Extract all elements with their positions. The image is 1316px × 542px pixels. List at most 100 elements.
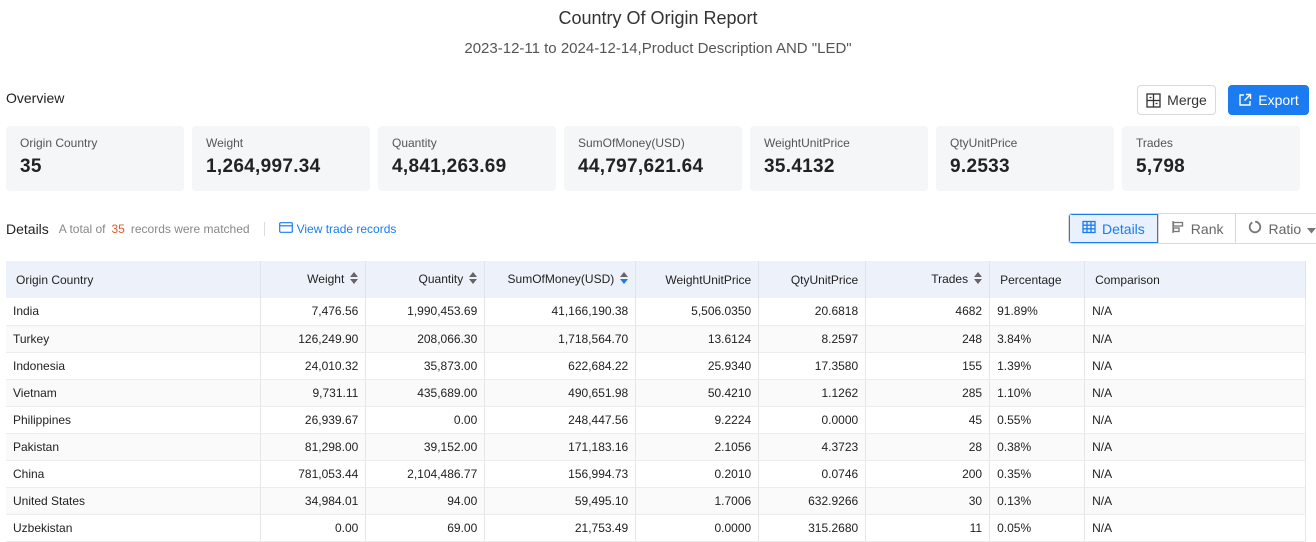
table-row[interactable]: China 781,053.44 2,104,486.77 156,994.73 0.2… xyxy=(6,460,1306,488)
caret-down-icon xyxy=(1307,221,1316,237)
credit-card-icon xyxy=(278,222,293,236)
cell-country: Indonesia xyxy=(6,352,262,380)
cell-percentage: 0.35% xyxy=(989,460,1086,488)
card-value: 35 xyxy=(20,156,42,177)
cell-sum-of-money: 622,684.22 xyxy=(484,352,637,380)
cell-weight: 26,939.67 xyxy=(260,406,367,434)
card-label: Quantity xyxy=(392,136,437,150)
sort-arrows-icon[interactable] xyxy=(620,272,629,287)
table-row[interactable]: Philippines 26,939.67 0.00 248,447.56 9.2224… xyxy=(6,406,1306,434)
card-value: 1,264,997.34 xyxy=(206,156,321,177)
cell-quantity: 94.00 xyxy=(365,487,486,515)
cell-country: Pakistan xyxy=(6,433,262,461)
table-row[interactable]: India 7,476.56 1,990,453.69 41,166,190.38 5,… xyxy=(6,298,1306,326)
col-trades[interactable]: Trades xyxy=(865,261,991,298)
cell-qty-unit-price: 17.3580 xyxy=(758,352,867,380)
overview-heading: Overview xyxy=(6,90,65,106)
col-sum-of-money[interactable]: SumOfMoney(USD) xyxy=(484,261,637,298)
cell-trades: 285 xyxy=(865,379,991,407)
cell-percentage: 1.10% xyxy=(989,379,1086,407)
merge-button[interactable]: Merge xyxy=(1137,85,1216,115)
tab-ratio-label: Ratio xyxy=(1268,220,1302,237)
table-header-row: Origin Country Weight Quantity SumOfMone… xyxy=(6,261,1306,298)
card-origin-country: Origin Country 35 xyxy=(6,126,184,191)
col-qty-unit-price: QtyUnitPrice xyxy=(758,261,867,298)
col-weight-unit-price: WeightUnitPrice xyxy=(635,261,760,298)
cell-qty-unit-price: 20.6818 xyxy=(758,298,867,326)
cell-weight-unit-price: 2.1056 xyxy=(635,433,760,461)
card-value: 4,841,263.69 xyxy=(392,156,507,177)
cell-comparison: N/A xyxy=(1084,379,1306,407)
divider xyxy=(263,222,265,236)
card-value: 5,798 xyxy=(1136,156,1186,177)
cell-country: China xyxy=(6,460,262,488)
card-value: 9.2533 xyxy=(950,156,1010,177)
cell-weight-unit-price: 0.2010 xyxy=(635,460,760,488)
cell-qty-unit-price: 0.0000 xyxy=(758,406,867,434)
records-summary: A total of 35 records were matched xyxy=(59,222,250,236)
tab-rank[interactable]: Rank xyxy=(1157,214,1236,243)
card-trades: Trades 5,798 xyxy=(1122,126,1300,191)
cell-qty-unit-price: 315.2680 xyxy=(758,514,867,542)
card-qty-unit-price: QtyUnitPrice 9.2533 xyxy=(936,126,1114,191)
col-comparison: Comparison xyxy=(1084,261,1306,298)
table-row[interactable]: Turkey 126,249.90 208,066.30 1,718,564.70 13… xyxy=(6,325,1306,353)
cell-weight-unit-price: 9.2224 xyxy=(635,406,760,434)
cell-comparison: N/A xyxy=(1084,433,1306,461)
cell-country: Vietnam xyxy=(6,379,262,407)
cell-country: Philippines xyxy=(6,406,262,434)
sort-arrows-icon[interactable] xyxy=(350,272,359,287)
cell-country: India xyxy=(6,298,262,326)
table-row[interactable]: Indonesia 24,010.32 35,873.00 622,684.22 25.… xyxy=(6,352,1306,380)
cell-sum-of-money: 21,753.49 xyxy=(484,514,637,542)
sort-arrows-icon[interactable] xyxy=(974,272,983,287)
export-button[interactable]: Export xyxy=(1228,85,1309,115)
cell-sum-of-money: 171,183.16 xyxy=(484,433,637,461)
cell-sum-of-money: 59,495.10 xyxy=(484,487,637,515)
card-value: 35.4132 xyxy=(764,156,835,177)
card-label: Weight xyxy=(206,136,244,150)
card-value: 44,797,621.64 xyxy=(578,156,704,177)
cell-weight-unit-price: 0.0000 xyxy=(635,514,760,542)
tab-rank-label: Rank xyxy=(1190,220,1224,237)
cell-comparison: N/A xyxy=(1084,487,1306,515)
table-row[interactable]: Uzbekistan 0.00 69.00 21,753.49 0.0000 315.26… xyxy=(6,514,1306,542)
cell-qty-unit-price: 1.1262 xyxy=(758,379,867,407)
cell-trades: 248 xyxy=(865,325,991,353)
cell-percentage: 91.89% xyxy=(989,298,1086,326)
col-quantity[interactable]: Quantity xyxy=(365,261,486,298)
cell-trades: 155 xyxy=(865,352,991,380)
cell-quantity: 435,689.00 xyxy=(365,379,486,407)
cell-weight: 34,984.01 xyxy=(260,487,367,515)
tab-ratio[interactable]: Ratio xyxy=(1235,214,1316,243)
cell-percentage: 3.84% xyxy=(989,325,1086,353)
cell-weight-unit-price: 25.9340 xyxy=(635,352,760,380)
cell-percentage: 0.55% xyxy=(989,406,1086,434)
table-row[interactable]: Vietnam 9,731.11 435,689.00 490,651.98 50.42… xyxy=(6,379,1306,407)
table-row[interactable]: Pakistan 81,298.00 39,152.00 171,183.16 2.10… xyxy=(6,433,1306,461)
cell-percentage: 0.05% xyxy=(989,514,1086,542)
tab-details-label: Details xyxy=(1102,220,1145,237)
cell-trades: 4682 xyxy=(865,298,991,326)
tab-details[interactable]: Details xyxy=(1069,214,1158,243)
cell-country: Uzbekistan xyxy=(6,514,262,542)
cell-sum-of-money: 1,718,564.70 xyxy=(484,325,637,353)
view-trade-records-link[interactable]: View trade records xyxy=(278,222,396,236)
col-percentage: Percentage xyxy=(989,261,1086,298)
records-count: 35 xyxy=(111,222,125,236)
card-label: SumOfMoney(USD) xyxy=(578,136,685,150)
card-weight: Weight 1,264,997.34 xyxy=(192,126,370,191)
cell-qty-unit-price: 0.0746 xyxy=(758,460,867,488)
cell-country: Turkey xyxy=(6,325,262,353)
sort-arrows-icon[interactable] xyxy=(469,272,478,287)
cell-comparison: N/A xyxy=(1084,325,1306,353)
table-row[interactable]: United States 34,984.01 94.00 59,495.10 1.70… xyxy=(6,487,1306,515)
cell-weight: 126,249.90 xyxy=(260,325,367,353)
cell-qty-unit-price: 8.2597 xyxy=(758,325,867,353)
cell-weight-unit-price: 50.4210 xyxy=(635,379,760,407)
cell-weight-unit-price: 5,506.0350 xyxy=(635,298,760,326)
cell-quantity: 0.00 xyxy=(365,406,486,434)
bar-rank-icon xyxy=(1171,220,1185,237)
col-weight[interactable]: Weight xyxy=(260,261,367,298)
cell-sum-of-money: 41,166,190.38 xyxy=(484,298,637,326)
